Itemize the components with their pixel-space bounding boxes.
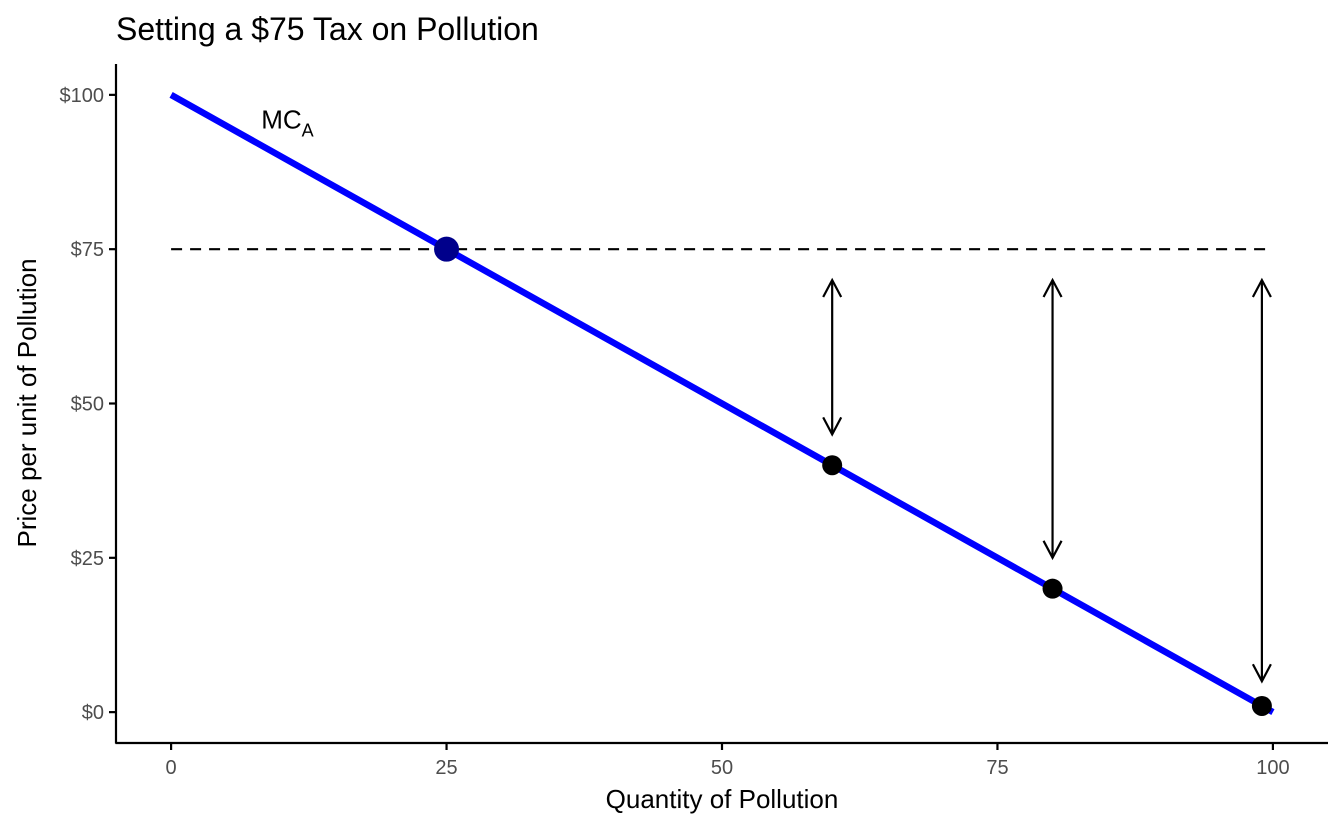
curve-label-main: MC (261, 105, 301, 135)
arrow-1 (1042, 277, 1063, 561)
y-tick-label: $75 (71, 239, 104, 261)
x-tick-label: 50 (711, 757, 733, 779)
plot-area: MCA (169, 92, 1275, 716)
arrow-head-bottom (1042, 540, 1063, 561)
curve-label-sub: A (302, 121, 314, 141)
chart-title: Setting a $75 Tax on Pollution (116, 11, 539, 47)
arrow-head-bottom (822, 416, 843, 437)
curve-label: MCA (261, 105, 313, 141)
curve-point-0 (822, 455, 843, 476)
arrow-head-top (1251, 277, 1272, 298)
y-tick-label: $25 (71, 548, 104, 570)
arrow-head-bottom (1251, 663, 1272, 684)
y-tick-label: $100 (60, 85, 105, 107)
mc-curve (169, 92, 1275, 715)
x-tick-label: 25 (435, 757, 457, 779)
x-tick-label: 75 (986, 757, 1008, 779)
y-tick-label: $50 (71, 394, 104, 416)
curve-point-1 (1042, 578, 1063, 599)
y-tick-label: $0 (82, 702, 104, 724)
arrow-0 (822, 277, 843, 437)
arrow-2 (1251, 277, 1272, 684)
curve-point-2 (1251, 695, 1272, 716)
arrow-head-top (822, 277, 843, 298)
axes: 0 25 50 75 100 $0 $25 $50 $75 $100 (60, 64, 1328, 779)
intersection-point (434, 236, 460, 262)
x-axis-title: Quantity of Pollution (606, 784, 839, 814)
x-tick-label: 100 (1256, 757, 1289, 779)
y-axis-title: Price per unit of Pollution (12, 258, 42, 547)
x-tick-label: 0 (166, 757, 177, 779)
arrow-head-top (1042, 277, 1063, 298)
